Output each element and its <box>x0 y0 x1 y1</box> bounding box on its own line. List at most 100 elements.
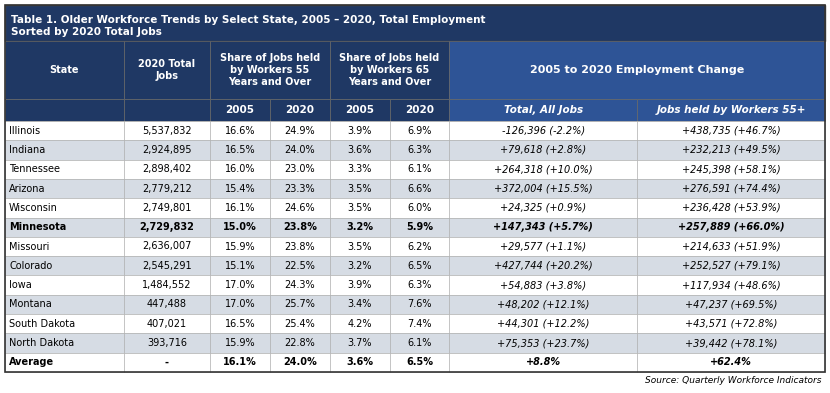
Bar <box>5 99 124 121</box>
Bar <box>637 218 825 237</box>
Bar <box>124 99 210 121</box>
Text: South Dakota: South Dakota <box>9 319 76 329</box>
Text: 22.5%: 22.5% <box>285 261 315 271</box>
Bar <box>124 237 210 256</box>
Bar <box>330 295 389 314</box>
Text: +252,527 (+79.1%): +252,527 (+79.1%) <box>681 261 780 271</box>
Bar <box>270 333 330 353</box>
Bar <box>210 218 270 237</box>
Bar <box>330 237 389 256</box>
Bar <box>330 333 389 353</box>
Bar <box>5 218 124 237</box>
Text: 24.0%: 24.0% <box>283 357 317 367</box>
Text: 4.2%: 4.2% <box>348 319 372 329</box>
Text: 15.0%: 15.0% <box>223 222 256 232</box>
Bar <box>5 41 124 99</box>
Bar <box>210 121 270 140</box>
Bar <box>5 314 124 333</box>
Bar <box>389 140 449 160</box>
Bar <box>210 295 270 314</box>
Bar <box>124 140 210 160</box>
Text: 1,484,552: 1,484,552 <box>142 280 192 290</box>
Bar <box>270 237 330 256</box>
Text: 447,488: 447,488 <box>147 299 187 309</box>
Text: Indiana: Indiana <box>9 145 46 155</box>
Bar <box>449 41 825 99</box>
Bar <box>270 99 330 121</box>
Text: 2020: 2020 <box>405 105 434 115</box>
Text: 23.0%: 23.0% <box>285 164 315 174</box>
Bar <box>330 99 389 121</box>
Bar <box>389 295 449 314</box>
Bar <box>389 275 449 295</box>
Text: 2,749,801: 2,749,801 <box>142 203 192 213</box>
Text: Missouri: Missouri <box>9 242 49 252</box>
Text: -: - <box>165 357 169 367</box>
Text: 2,636,007: 2,636,007 <box>142 242 192 252</box>
Bar <box>637 256 825 275</box>
Bar <box>124 218 210 237</box>
Text: 6.1%: 6.1% <box>408 164 432 174</box>
Text: +438,735 (+46.7%): +438,735 (+46.7%) <box>681 126 780 136</box>
Text: State: State <box>50 65 79 75</box>
Bar <box>637 121 825 140</box>
Bar <box>270 121 330 140</box>
Text: Total, All Jobs: Total, All Jobs <box>504 105 583 115</box>
Text: 6.3%: 6.3% <box>408 280 432 290</box>
Bar <box>330 160 389 179</box>
Text: 2005 to 2020 Employment Change: 2005 to 2020 Employment Change <box>530 65 745 75</box>
Text: 3.5%: 3.5% <box>348 184 372 194</box>
Bar <box>124 121 210 140</box>
Bar <box>449 140 637 160</box>
Bar <box>449 256 637 275</box>
Bar <box>5 295 124 314</box>
Bar <box>330 121 389 140</box>
Bar <box>210 179 270 198</box>
Bar <box>210 237 270 256</box>
Text: 3.3%: 3.3% <box>348 164 372 174</box>
Text: Jobs held by Workers 55+: Jobs held by Workers 55+ <box>657 105 806 115</box>
Text: 6.2%: 6.2% <box>408 242 432 252</box>
Text: 6.3%: 6.3% <box>408 145 432 155</box>
Bar <box>637 99 825 121</box>
Bar <box>270 160 330 179</box>
Text: Montana: Montana <box>9 299 51 309</box>
Text: +47,237 (+69.5%): +47,237 (+69.5%) <box>685 299 778 309</box>
Bar <box>389 121 449 140</box>
Bar <box>124 353 210 372</box>
Bar <box>210 314 270 333</box>
Bar <box>389 218 449 237</box>
Text: 407,021: 407,021 <box>147 319 187 329</box>
Text: +427,744 (+20.2%): +427,744 (+20.2%) <box>494 261 593 271</box>
Text: 24.6%: 24.6% <box>285 203 315 213</box>
Text: 17.0%: 17.0% <box>225 299 256 309</box>
Text: 25.7%: 25.7% <box>285 299 315 309</box>
Text: +214,633 (+51.9%): +214,633 (+51.9%) <box>681 242 780 252</box>
Text: 16.1%: 16.1% <box>225 203 255 213</box>
Text: 3.2%: 3.2% <box>346 222 374 232</box>
Text: 24.9%: 24.9% <box>285 126 315 136</box>
Text: +24,325 (+0.9%): +24,325 (+0.9%) <box>500 203 586 213</box>
Bar <box>124 333 210 353</box>
Text: 16.5%: 16.5% <box>225 319 256 329</box>
Text: +236,428 (+53.9%): +236,428 (+53.9%) <box>681 203 780 213</box>
Bar <box>270 256 330 275</box>
Bar <box>5 179 124 198</box>
Bar <box>330 353 389 372</box>
Text: +79,618 (+2.8%): +79,618 (+2.8%) <box>500 145 586 155</box>
Bar <box>124 160 210 179</box>
Bar <box>210 41 330 99</box>
Bar <box>330 275 389 295</box>
Text: +44,301 (+12.2%): +44,301 (+12.2%) <box>497 319 589 329</box>
Bar <box>5 353 124 372</box>
Bar <box>637 314 825 333</box>
Text: +117,934 (+48.6%): +117,934 (+48.6%) <box>681 280 780 290</box>
Bar <box>389 179 449 198</box>
Text: Illinois: Illinois <box>9 126 40 136</box>
Text: 3.6%: 3.6% <box>346 357 374 367</box>
Bar <box>389 256 449 275</box>
Text: +48,202 (+12.1%): +48,202 (+12.1%) <box>497 299 589 309</box>
Text: 23.3%: 23.3% <box>285 184 315 194</box>
Text: Share of Jobs held
by Workers 55
Years and Over: Share of Jobs held by Workers 55 Years a… <box>220 53 320 86</box>
Bar <box>389 353 449 372</box>
